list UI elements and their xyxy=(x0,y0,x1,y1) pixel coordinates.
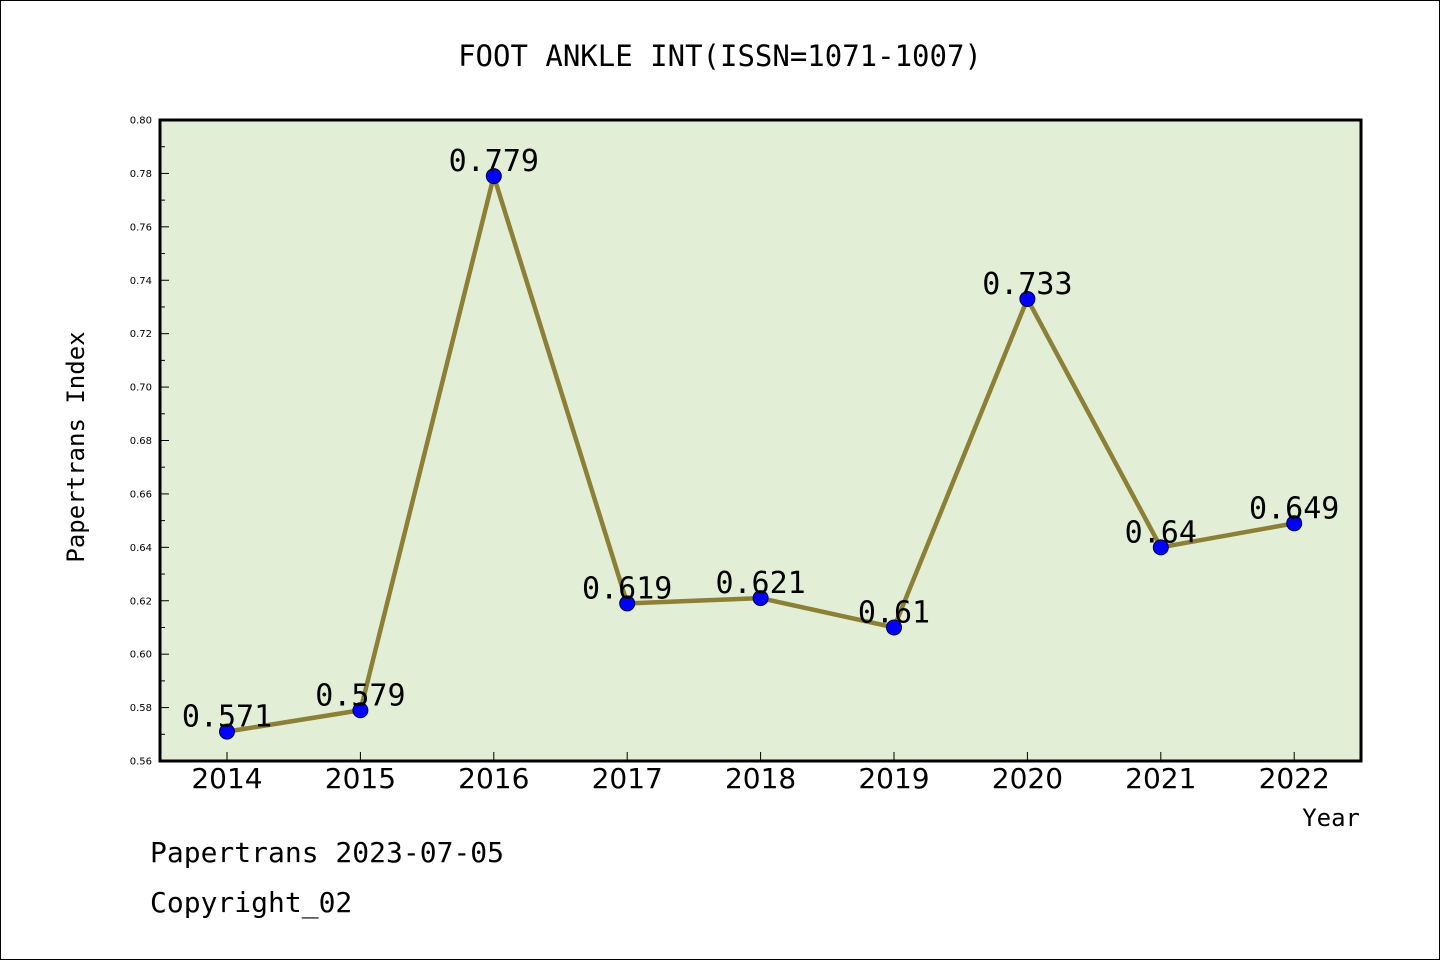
footer-copyright: Copyright_02 xyxy=(150,886,353,919)
data-point xyxy=(352,702,369,719)
x-tick-label: 2016 xyxy=(458,762,529,795)
plot-border xyxy=(158,118,1363,763)
y-tick-label: 0.58 xyxy=(130,703,152,714)
y-axis-ticks: 0.56 0.58 0.60 0.62 0.64 0.66 0.68 0.70 0.72 0.74… xyxy=(130,116,169,768)
y-tick-label: 0.60 xyxy=(130,650,152,661)
x-tick-label: 2021 xyxy=(1125,762,1196,795)
y-tick-label: 0.72 xyxy=(130,329,152,340)
data-label: 0.61 xyxy=(858,595,930,630)
data-label: 0.779 xyxy=(449,144,539,179)
x-tick-label: 2017 xyxy=(592,762,663,795)
y-axis-label: Papertrans Index xyxy=(62,331,90,562)
x-tick-label: 2019 xyxy=(858,762,929,795)
data-label: 0.649 xyxy=(1249,491,1339,526)
x-tick-label: 2020 xyxy=(992,762,1063,795)
x-tick-label: 2014 xyxy=(191,762,262,795)
data-point xyxy=(1019,290,1036,307)
data-label: 0.621 xyxy=(715,566,805,601)
y-tick-label: 0.64 xyxy=(130,543,152,554)
chart-title: FOOT ANKLE INT(ISSN=1071-1007) xyxy=(458,39,982,73)
data-label: 0.64 xyxy=(1125,515,1197,550)
x-axis-label: Year xyxy=(1302,804,1360,832)
data-point xyxy=(219,723,235,740)
x-axis-ticks: 2014 2015 2016 2017 2018 2019 2020 2021 2022 xyxy=(191,752,1330,795)
data-label: 0.733 xyxy=(982,267,1072,302)
y-tick-label: 0.80 xyxy=(130,116,152,127)
data-label: 0.579 xyxy=(315,678,405,713)
x-tick-label: 2022 xyxy=(1259,762,1330,795)
y-tick-label: 0.76 xyxy=(130,222,152,233)
y-tick-label: 0.56 xyxy=(130,757,152,768)
y-tick-label: 0.68 xyxy=(130,436,152,447)
data-point xyxy=(1152,539,1169,556)
x-tick-label: 2018 xyxy=(725,762,796,795)
y-tick-label: 0.74 xyxy=(130,276,152,287)
y-tick-label: 0.78 xyxy=(130,169,152,180)
data-label: 0.619 xyxy=(582,571,672,606)
plot-area xyxy=(160,120,1361,761)
data-point xyxy=(752,590,769,607)
data-point xyxy=(886,619,902,636)
data-point xyxy=(485,168,502,185)
y-tick-label: 0.70 xyxy=(130,383,152,394)
y-tick-label: 0.66 xyxy=(130,489,152,500)
data-point xyxy=(1286,515,1303,532)
x-tick-label: 2015 xyxy=(325,762,396,795)
data-point xyxy=(619,595,636,612)
series-layer: 0.571 0.579 0.779 0.619 0.621 0.61 0.733 0.64 0.… xyxy=(182,144,1339,740)
data-label: 0.571 xyxy=(182,700,272,735)
y-tick-label: 0.62 xyxy=(130,596,152,607)
footer-date: Papertrans 2023-07-05 xyxy=(150,836,505,869)
